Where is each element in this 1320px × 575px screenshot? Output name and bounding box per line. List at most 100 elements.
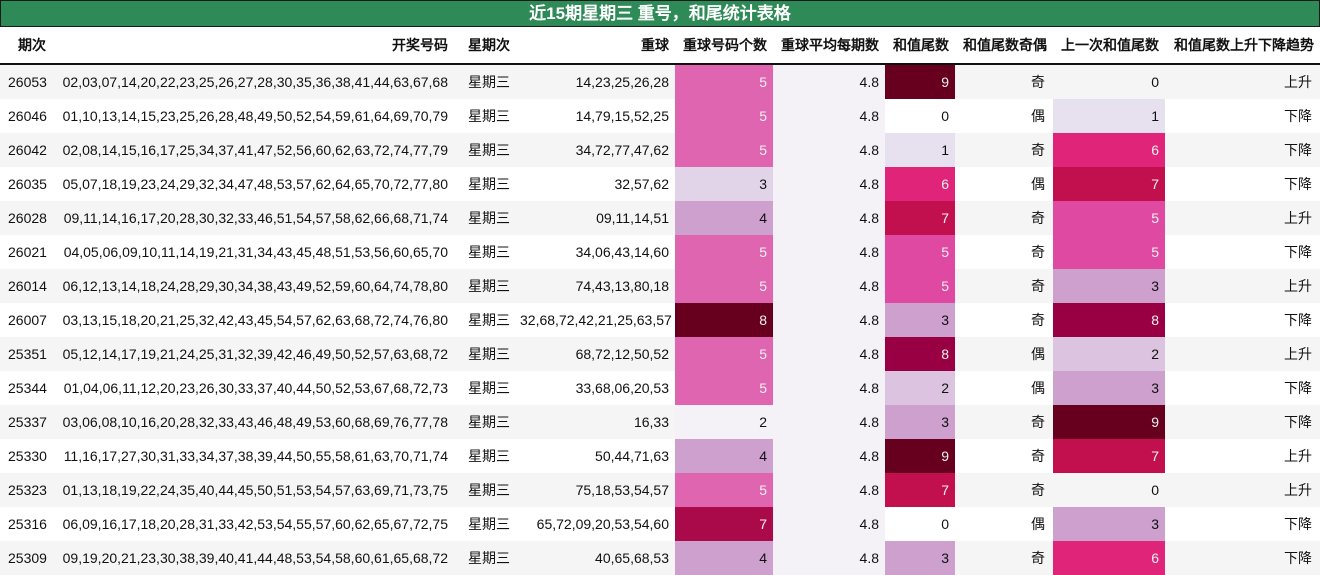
tail-cell: 5: [885, 235, 955, 269]
prev-tail-cell: 1: [1053, 99, 1165, 133]
parity-cell: 偶: [955, 371, 1053, 405]
prev-tail-cell: 6: [1053, 133, 1165, 167]
trend-cell: 下降: [1165, 507, 1320, 541]
parity-cell: 偶: [955, 507, 1053, 541]
count-cell: 4: [675, 201, 773, 235]
count-cell: 8: [675, 303, 773, 337]
prev-tail-cell: 0: [1053, 64, 1165, 99]
parity-cell: 奇: [955, 303, 1053, 337]
table-row: 26028 09,11,14,16,17,20,28,30,32,33,46,51…: [0, 201, 1320, 235]
parity-cell: 奇: [955, 235, 1053, 269]
table-row: 26053 02,03,07,14,20,22,23,25,26,27,28,30…: [0, 64, 1320, 99]
repeat-cell: 14,79,15,52,25: [514, 99, 675, 133]
period-cell: 25344: [0, 371, 54, 405]
parity-cell: 奇: [955, 133, 1053, 167]
numbers-cell: 03,13,15,18,20,21,25,32,42,43,45,54,57,6…: [54, 303, 454, 337]
header-count[interactable]: 重球号码个数: [675, 27, 773, 65]
table-row: 25316 06,09,16,17,18,20,28,31,33,42,53,54…: [0, 507, 1320, 541]
period-cell: 26053: [0, 64, 54, 99]
weekday-cell: 星期三: [454, 64, 514, 99]
count-cell: 5: [675, 235, 773, 269]
period-cell: 25330: [0, 439, 54, 473]
tail-cell: 2: [885, 371, 955, 405]
period-cell: 26021: [0, 235, 54, 269]
header-avg[interactable]: 重球平均每期数: [773, 27, 885, 65]
trend-cell: 上升: [1165, 473, 1320, 507]
prev-tail-cell: 7: [1053, 167, 1165, 201]
avg-cell: 4.8: [773, 167, 885, 201]
repeat-cell: 40,65,68,53: [514, 541, 675, 575]
tail-cell: 7: [885, 201, 955, 235]
period-cell: 25309: [0, 541, 54, 575]
table-row: 25351 05,12,14,17,19,21,24,25,31,32,39,42…: [0, 337, 1320, 371]
trend-cell: 上升: [1165, 201, 1320, 235]
count-cell: 5: [675, 337, 773, 371]
tail-cell: 9: [885, 64, 955, 99]
numbers-cell: 04,05,06,09,10,11,14,19,21,31,34,43,45,4…: [54, 235, 454, 269]
count-cell: 5: [675, 269, 773, 303]
period-cell: 25337: [0, 405, 54, 439]
count-cell: 5: [675, 64, 773, 99]
header-tail[interactable]: 和值尾数: [885, 27, 955, 65]
avg-cell: 4.8: [773, 133, 885, 167]
table-row: 26046 01,10,13,14,15,23,25,26,28,48,49,50…: [0, 99, 1320, 133]
weekday-cell: 星期三: [454, 235, 514, 269]
period-cell: 26014: [0, 269, 54, 303]
table-title: 近15期星期三 重号，和尾统计表格: [0, 0, 1320, 27]
repeat-cell: 50,44,71,63: [514, 439, 675, 473]
weekday-cell: 星期三: [454, 541, 514, 575]
repeat-cell: 16,33: [514, 405, 675, 439]
trend-cell: 下降: [1165, 133, 1320, 167]
period-cell: 26028: [0, 201, 54, 235]
weekday-cell: 星期三: [454, 269, 514, 303]
tail-cell: 7: [885, 473, 955, 507]
trend-cell: 上升: [1165, 337, 1320, 371]
period-cell: 26046: [0, 99, 54, 133]
header-trend[interactable]: 和值尾数上升下降趋势: [1165, 27, 1320, 65]
avg-cell: 4.8: [773, 371, 885, 405]
weekday-cell: 星期三: [454, 99, 514, 133]
period-cell: 26042: [0, 133, 54, 167]
trend-cell: 上升: [1165, 269, 1320, 303]
avg-cell: 4.8: [773, 303, 885, 337]
prev-tail-cell: 5: [1053, 235, 1165, 269]
table-row: 25337 03,06,08,10,16,20,28,32,33,43,46,48…: [0, 405, 1320, 439]
header-numbers[interactable]: 开奖号码: [54, 27, 454, 65]
header-prev-tail[interactable]: 上一次和值尾数: [1053, 27, 1165, 65]
count-cell: 5: [675, 99, 773, 133]
weekday-cell: 星期三: [454, 371, 514, 405]
avg-cell: 4.8: [773, 439, 885, 473]
avg-cell: 4.8: [773, 99, 885, 133]
prev-tail-cell: 7: [1053, 439, 1165, 473]
avg-cell: 4.8: [773, 541, 885, 575]
header-weekday[interactable]: 星期次: [454, 27, 514, 65]
header-parity[interactable]: 和值尾数奇偶: [955, 27, 1053, 65]
weekday-cell: 星期三: [454, 167, 514, 201]
repeat-cell: 68,72,12,50,52: [514, 337, 675, 371]
tail-cell: 9: [885, 439, 955, 473]
trend-cell: 下降: [1165, 371, 1320, 405]
prev-tail-cell: 0: [1053, 473, 1165, 507]
prev-tail-cell: 5: [1053, 201, 1165, 235]
numbers-cell: 11,16,17,27,30,31,33,34,37,38,39,44,50,5…: [54, 439, 454, 473]
header-period[interactable]: 期次: [0, 27, 54, 65]
avg-cell: 4.8: [773, 269, 885, 303]
repeat-cell: 33,68,06,20,53: [514, 371, 675, 405]
count-cell: 2: [675, 405, 773, 439]
table-row: 25330 11,16,17,27,30,31,33,34,37,38,39,44…: [0, 439, 1320, 473]
prev-tail-cell: 3: [1053, 269, 1165, 303]
numbers-cell: 05,12,14,17,19,21,24,25,31,32,39,42,46,4…: [54, 337, 454, 371]
numbers-cell: 03,06,08,10,16,20,28,32,33,43,46,48,49,5…: [54, 405, 454, 439]
avg-cell: 4.8: [773, 235, 885, 269]
count-cell: 7: [675, 507, 773, 541]
numbers-cell: 01,10,13,14,15,23,25,26,28,48,49,50,52,5…: [54, 99, 454, 133]
period-cell: 25323: [0, 473, 54, 507]
repeat-cell: 09,11,14,51: [514, 201, 675, 235]
repeat-cell: 74,43,13,80,18: [514, 269, 675, 303]
weekday-cell: 星期三: [454, 473, 514, 507]
trend-cell: 上升: [1165, 439, 1320, 473]
count-cell: 5: [675, 371, 773, 405]
header-repeat[interactable]: 重球: [514, 27, 675, 65]
weekday-cell: 星期三: [454, 337, 514, 371]
count-cell: 4: [675, 541, 773, 575]
